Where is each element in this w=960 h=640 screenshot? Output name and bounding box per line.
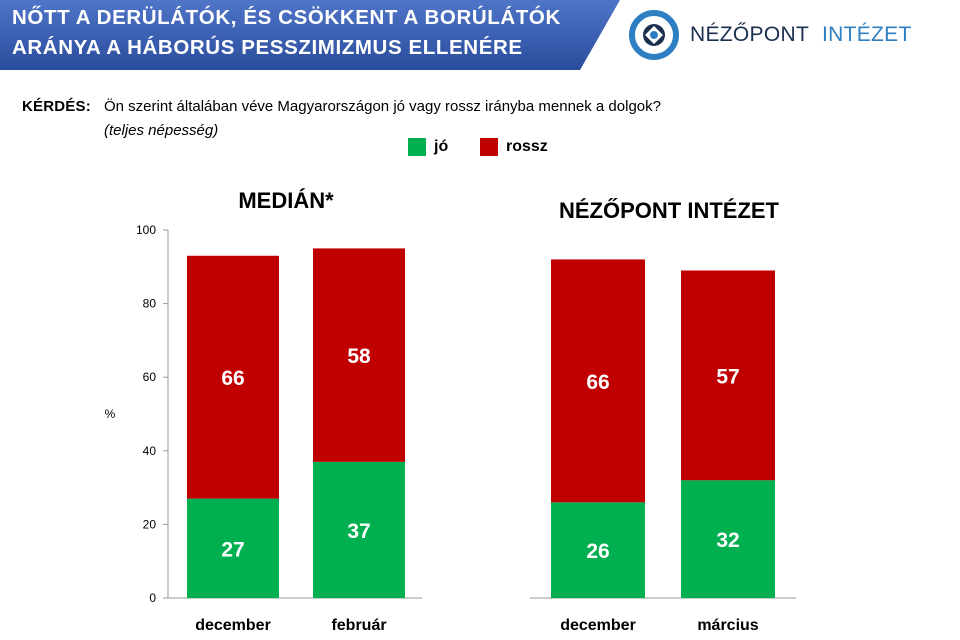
question-note: (teljes népesség) [104, 122, 219, 139]
logo: NÉZŐPONT INTÉZET [628, 10, 928, 60]
bar-segment-jo [551, 502, 645, 598]
data-label: 66 [586, 371, 609, 394]
data-label: 32 [716, 529, 739, 552]
y-tick-label: 20 [143, 517, 157, 531]
data-label: 26 [586, 540, 609, 563]
question-text: Ön szerint általában véve Magyarországon… [104, 98, 661, 115]
bar-segment-jo [187, 498, 279, 598]
category-label: február [331, 617, 386, 634]
banner-background [0, 0, 620, 70]
bar-segment-jo [681, 480, 775, 598]
category-label: december [560, 617, 636, 634]
data-label: 57 [716, 365, 739, 388]
y-tick-label: 80 [143, 297, 157, 311]
data-label: 66 [221, 367, 244, 390]
data-label: 27 [221, 538, 244, 561]
logo-institute: INTÉZET [822, 23, 912, 46]
category-label: december [195, 617, 271, 634]
y-tick-label: 60 [143, 370, 157, 384]
question-label: KÉRDÉS: [22, 98, 91, 115]
legend-label-rossz: rossz [506, 138, 548, 155]
y-axis-label: % [105, 407, 116, 421]
nezopont-logo-icon [629, 10, 679, 60]
bar-segment-rossz [313, 248, 405, 462]
bar-segment-rossz [551, 259, 645, 503]
page-title-line-1: NŐTT A DERÜLÁTÓK, ÉS CSÖKKENT A BORÚLÁTÓ… [12, 6, 561, 29]
data-label: 37 [347, 520, 370, 543]
header-banner: NŐTT A DERÜLÁTÓK, ÉS CSÖKKENT A BORÚLÁTÓ… [0, 0, 960, 70]
bar-segment-rossz [187, 255, 279, 499]
chart-title-2: NÉZŐPONT INTÉZET [559, 198, 780, 223]
category-label: március [697, 617, 758, 634]
chart-title-1: MEDIÁN* [238, 188, 334, 213]
data-label: 58 [347, 345, 371, 368]
page-title-line-2: ARÁNYA A HÁBORÚS PESSZIMIZMUS ELLENÉRE [12, 36, 523, 59]
y-tick-label: 0 [149, 591, 156, 605]
legend-swatch-jo [408, 138, 426, 156]
bar-segment-rossz [681, 270, 775, 481]
logo-name: NÉZŐPONT [690, 23, 810, 46]
legend-label-jo: jó [434, 138, 449, 155]
y-tick-label: 100 [136, 223, 156, 237]
y-tick-label: 40 [143, 444, 157, 458]
bar-segment-jo [313, 461, 405, 598]
legend-swatch-rossz [480, 138, 498, 156]
